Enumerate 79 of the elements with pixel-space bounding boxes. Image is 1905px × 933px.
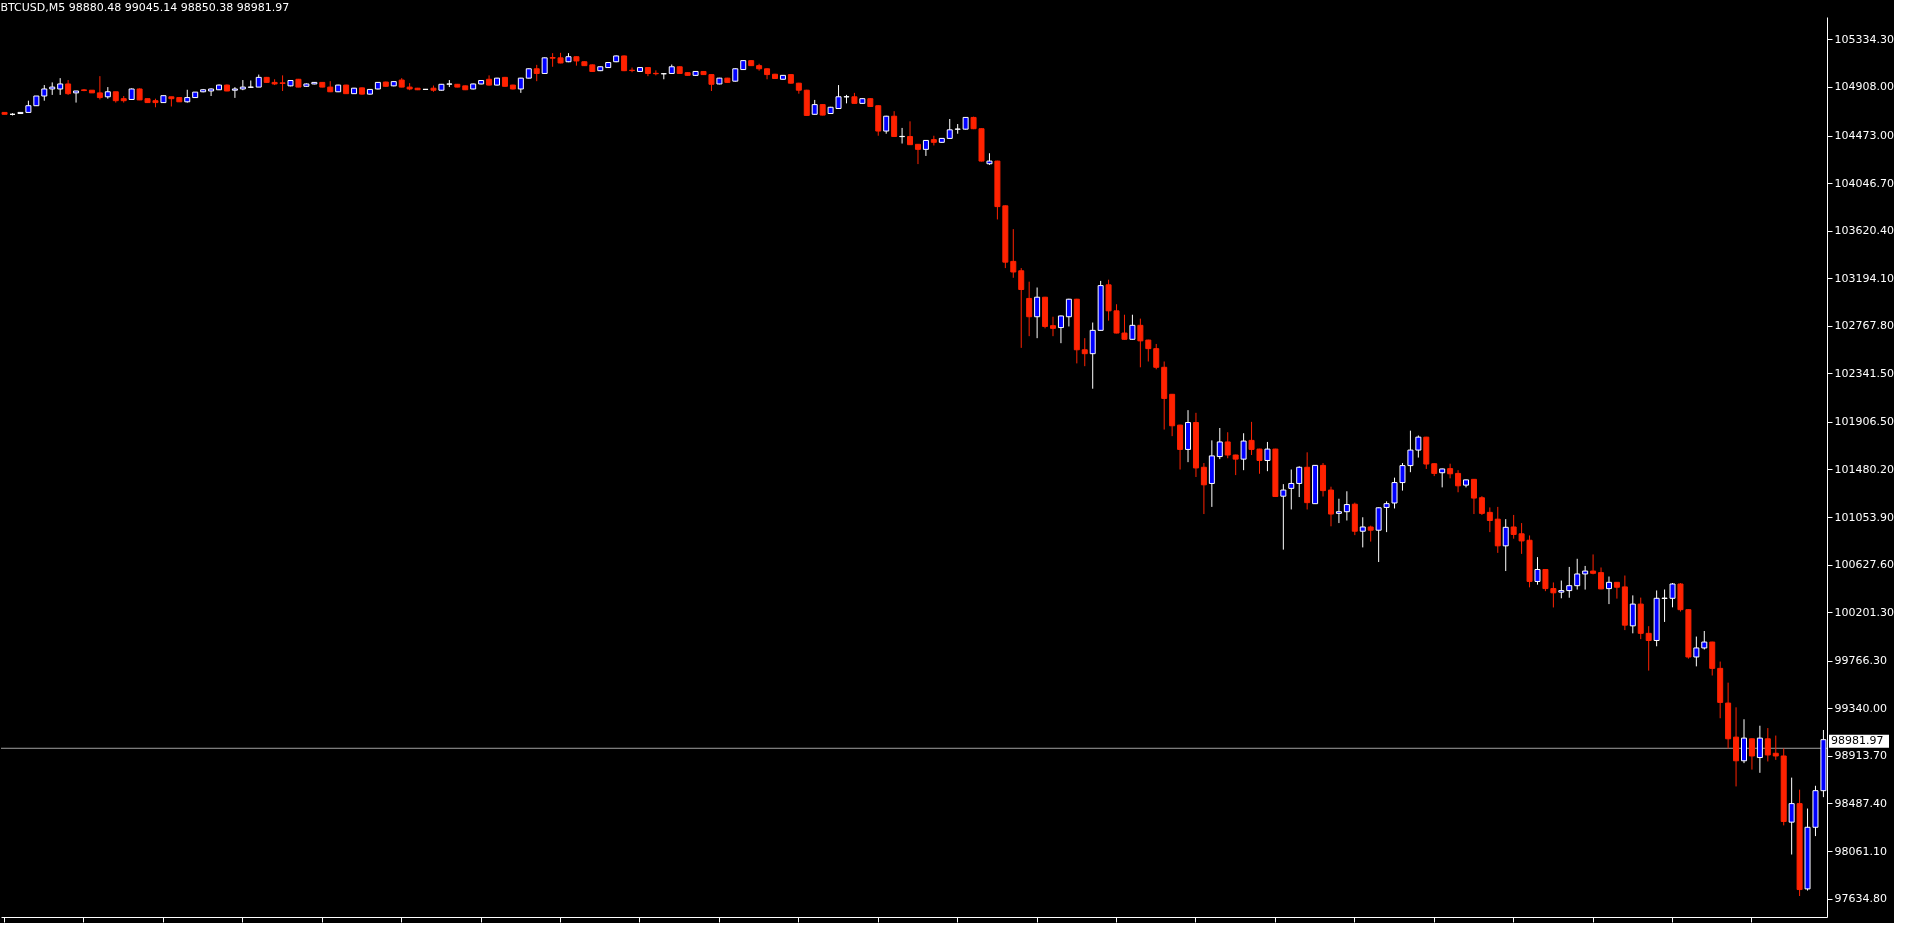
candlestick <box>1280 483 1287 551</box>
candlestick <box>1359 516 1366 548</box>
y-tick-label: 98487.40 <box>1834 796 1887 810</box>
candlestick <box>891 110 898 138</box>
candlestick <box>1335 498 1342 524</box>
candlestick <box>1018 267 1025 349</box>
candlestick <box>1216 427 1223 460</box>
candlestick <box>1057 315 1064 344</box>
candlestick <box>1026 281 1033 337</box>
candlestick <box>1478 495 1485 516</box>
candlestick <box>1741 718 1747 764</box>
candlestick <box>1240 432 1247 471</box>
candlestick <box>1788 777 1795 856</box>
candlestick <box>1733 706 1740 787</box>
candlestick <box>946 118 953 140</box>
y-tick-label: 100627.60 <box>1834 558 1894 572</box>
y-tick-label: 101053.90 <box>1834 510 1894 524</box>
y-tick-label: 105334.30 <box>1834 32 1894 46</box>
candlestick <box>1200 462 1207 515</box>
candlestick <box>1629 594 1636 634</box>
chart-title: BTCUSD,M5 98880.48 99045.14 98850.38 98981.97 <box>0 1 290 14</box>
candlestick <box>1327 486 1334 527</box>
candlestick <box>1582 565 1589 591</box>
candlestick <box>1439 468 1446 488</box>
candlestick <box>1748 737 1755 771</box>
candlestick <box>1232 454 1239 476</box>
candlestick <box>1153 343 1160 370</box>
candlestick <box>1605 576 1612 605</box>
candlestick <box>73 90 80 104</box>
candlestick <box>1701 630 1708 651</box>
y-tick-label: 100201.30 <box>1834 605 1894 619</box>
candlestick <box>239 79 246 91</box>
y-tick-label: 101906.50 <box>1834 415 1894 429</box>
candlestick <box>1089 322 1096 390</box>
candlestick <box>1534 556 1541 586</box>
candlestick <box>1566 566 1573 599</box>
y-tick-label: 98913.70 <box>1834 749 1887 763</box>
candlestick <box>1613 581 1620 600</box>
candlestick <box>1010 228 1017 279</box>
candlestick <box>930 135 937 146</box>
candlestick <box>1470 478 1477 515</box>
candlestick <box>1764 727 1771 762</box>
candlestick <box>96 75 103 100</box>
y-tick-label: 99766.30 <box>1834 654 1887 668</box>
y-tick-label: 103620.40 <box>1834 224 1894 238</box>
candlestick <box>1756 725 1763 774</box>
candlestick <box>1693 636 1700 667</box>
candlestick <box>1455 469 1462 493</box>
y-tick-label: 104473.00 <box>1834 129 1894 143</box>
candlestick <box>1129 314 1136 341</box>
candlestick <box>231 86 238 99</box>
candlestick <box>1486 506 1493 533</box>
candlestick <box>1288 469 1295 510</box>
candlestick <box>208 87 215 97</box>
candlestick <box>1264 441 1271 472</box>
candlestick <box>1772 735 1779 761</box>
y-tick-label: 101480.20 <box>1834 462 1894 476</box>
y-tick-label: 102767.80 <box>1834 319 1894 333</box>
candlestick <box>1224 431 1231 459</box>
candlestick <box>1502 518 1509 572</box>
y-tick-label: 103194.10 <box>1834 271 1894 285</box>
candlestick <box>1574 558 1581 591</box>
candlestick <box>1343 490 1350 522</box>
y-tick-label: 97634.80 <box>1834 892 1887 906</box>
candlestick <box>1598 566 1605 590</box>
candlestick <box>1447 463 1454 479</box>
y-tick-label: 99340.00 <box>1834 701 1887 715</box>
candlestick <box>1081 337 1088 367</box>
candlestick <box>1296 465 1303 498</box>
y-tick-label: 98061.10 <box>1834 844 1887 858</box>
y-tick-label: 102341.50 <box>1834 366 1894 380</box>
candlestick <box>1065 298 1072 327</box>
candlestick <box>1645 625 1652 672</box>
y-tick-label: 104908.00 <box>1834 80 1894 94</box>
candlestick <box>1050 316 1056 337</box>
y-tick-label: 104046.70 <box>1834 176 1894 190</box>
candlestick <box>1034 287 1041 339</box>
ref-line-label: 98981.97 <box>1831 734 1884 748</box>
candlestick <box>899 127 906 145</box>
